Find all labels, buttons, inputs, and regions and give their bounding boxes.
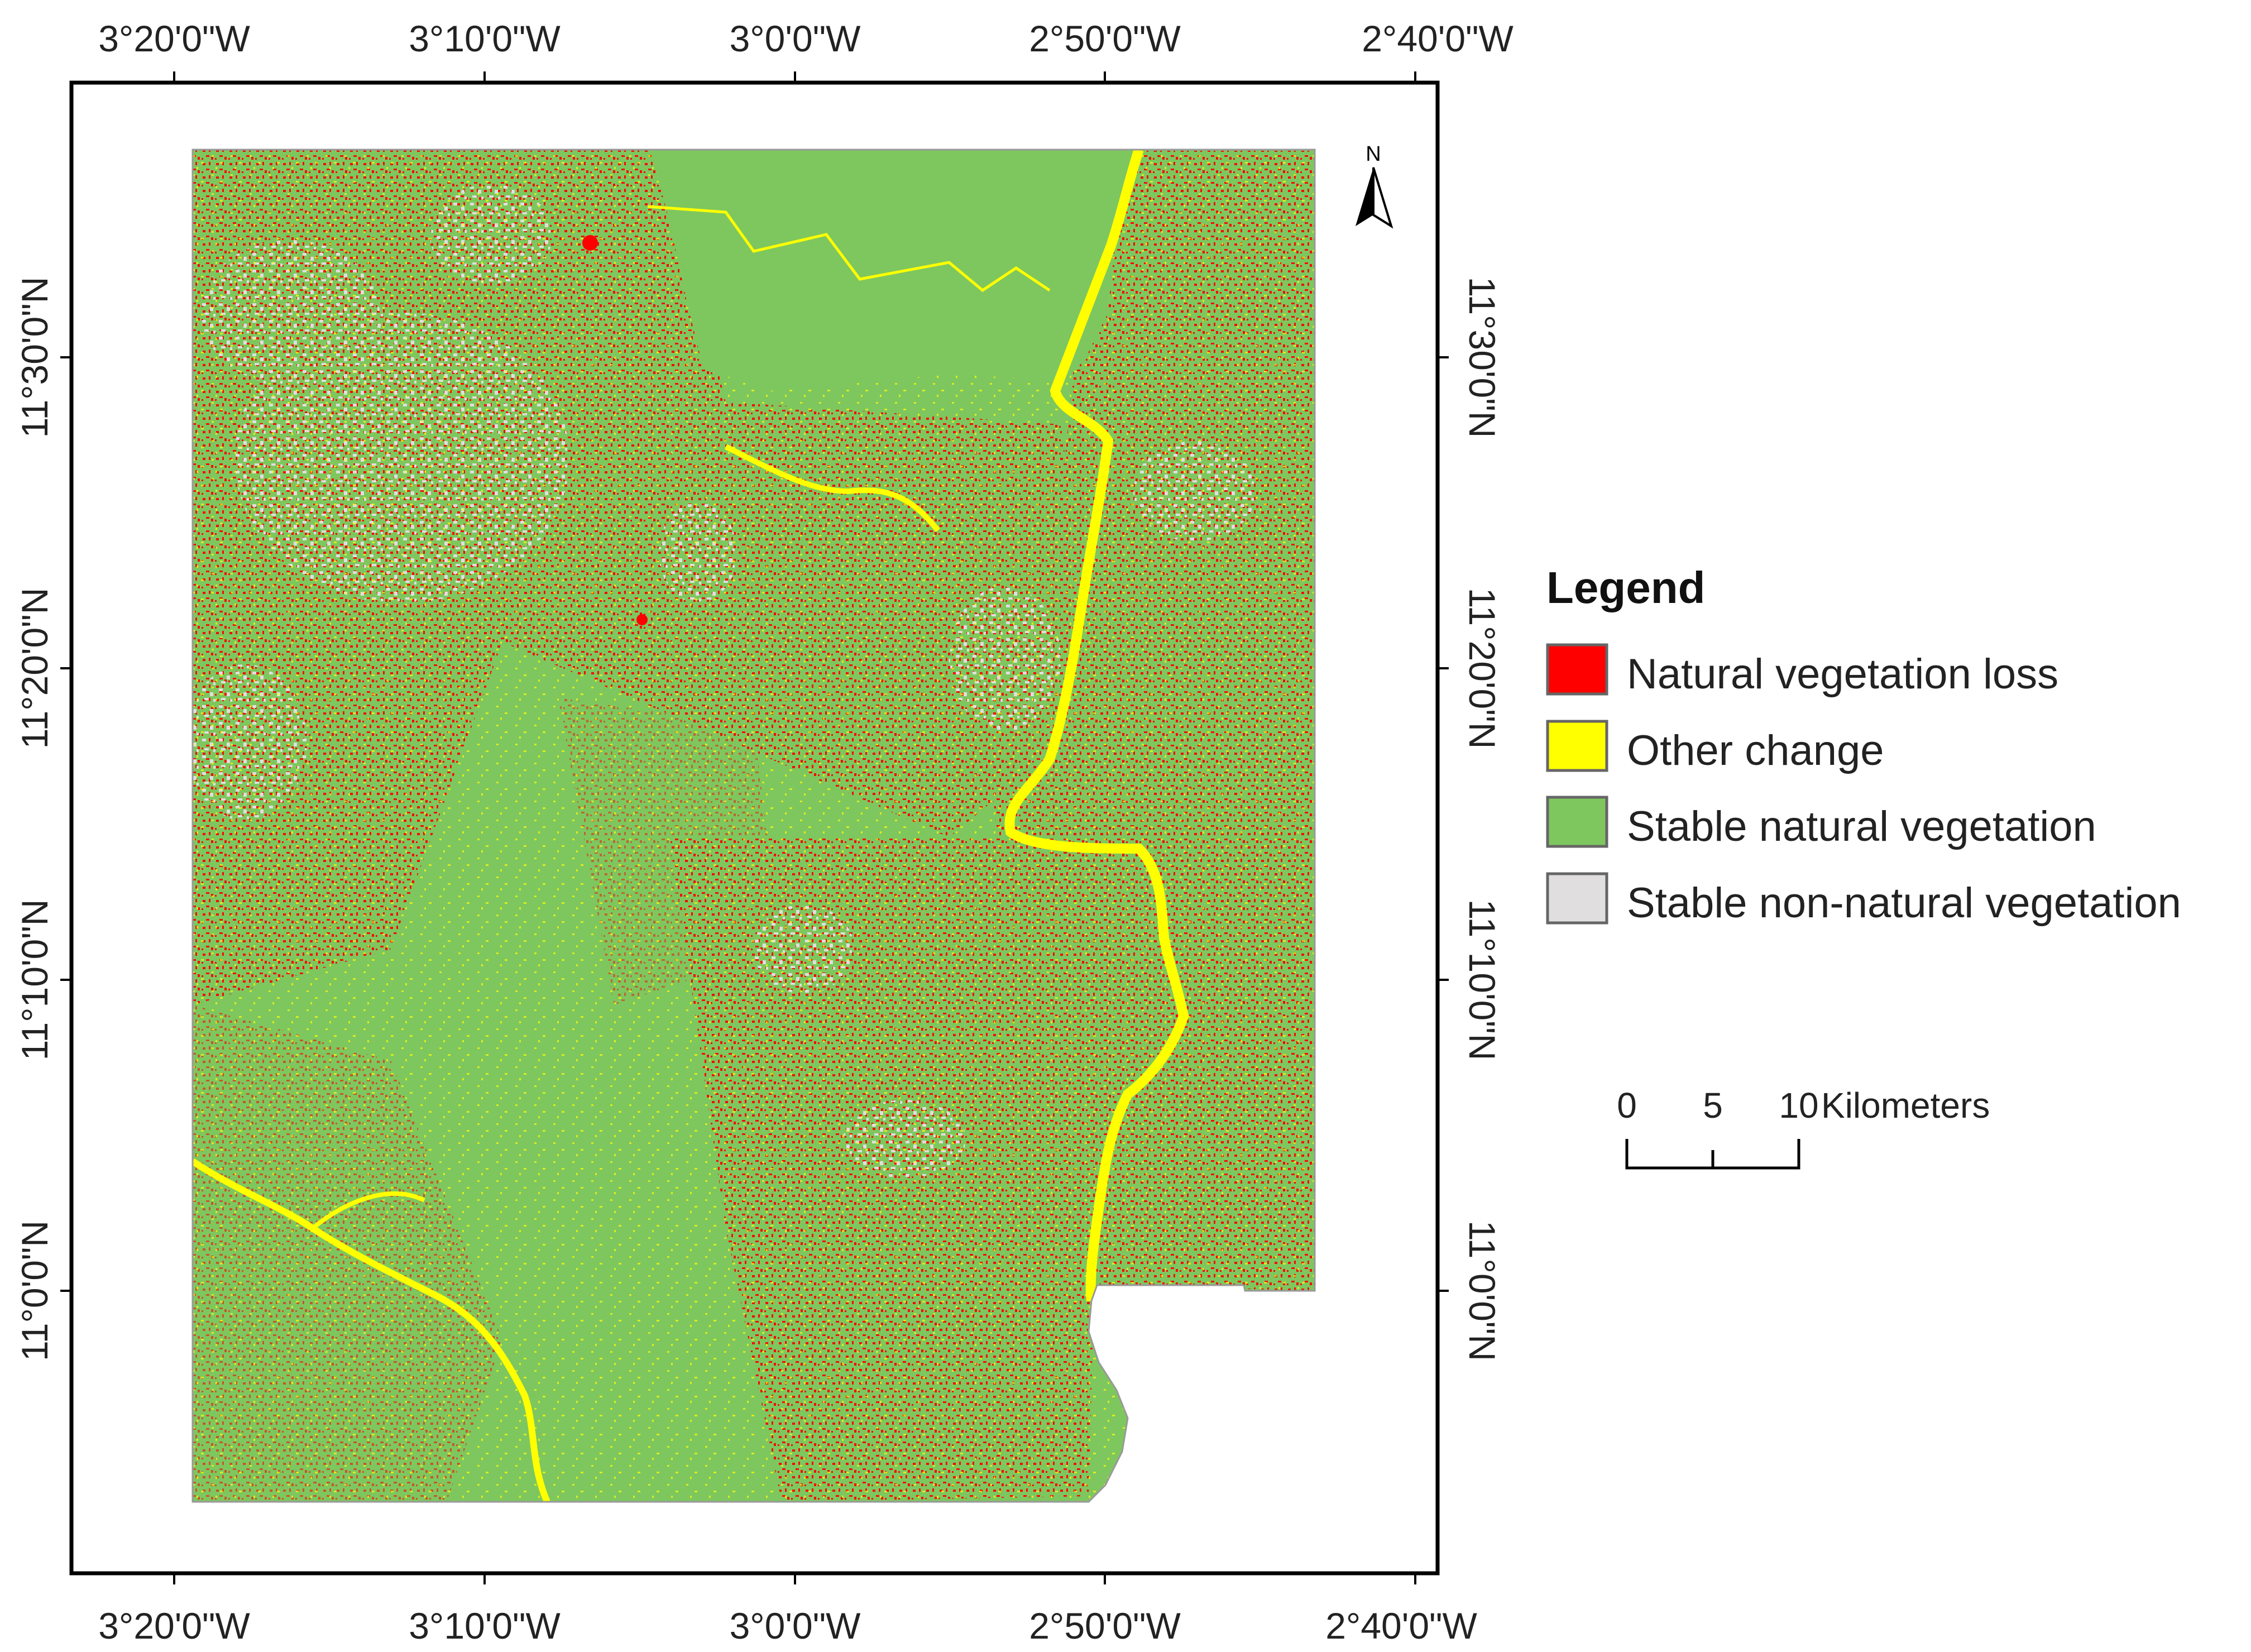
lon-label-bottom-1: 3°20'0"W [98,1605,250,1646]
legend-label-vegetation-loss: Natural vegetation loss [1627,650,2058,698]
lat-label-right-4: 11°0'0"N [1462,1220,1503,1361]
lat-label-left-3: 11°10'0"N [14,899,55,1061]
lon-label-top-1: 3°20'0"W [98,18,250,59]
lat-label-right-1: 11°30'0"N [1462,277,1503,438]
legend-label-other-change: Other change [1627,727,1884,774]
lon-label-bottom-4: 2°50'0"W [1029,1605,1181,1646]
map-frame [69,80,1440,1576]
north-arrow-icon: N [1356,142,1393,229]
scale-tick-0: 0 [1617,1085,1637,1126]
lat-label-left-2: 11°20'0"N [14,588,55,749]
lon-label-top-3: 3°0'0"W [730,18,861,59]
legend-label-stable-non-natural: Stable non-natural vegetation [1627,879,2181,927]
legend-swatch-other-change [1546,720,1608,772]
scale-tick-5: 5 [1703,1085,1723,1126]
lon-label-top-4: 2°50'0"W [1029,18,1181,59]
legend-swatch-stable-natural [1546,796,1608,848]
legend-swatch-vegetation-loss [1546,643,1608,696]
lat-label-right-3: 11°10'0"N [1462,899,1503,1061]
scale-bar: 0 5 10 Kilometers [1617,1085,1990,1170]
graticule-ticks [60,71,1449,1584]
scale-unit: Kilometers [1821,1085,1990,1126]
lon-label-bottom-2: 3°10'0"W [409,1605,561,1646]
lat-label-left-1: 11°30'0"N [14,277,55,438]
legend-label-stable-natural: Stable natural vegetation [1627,803,2096,850]
scale-tick-10: 10 [1779,1085,1818,1126]
lon-label-bottom-3: 3°0'0"W [730,1605,861,1646]
land-cover-raster [193,150,1315,1502]
lat-label-left-4: 11°0'0"N [14,1220,55,1361]
lon-label-top-2: 3°10'0"W [409,18,561,59]
legend: Legend Natural vegetation loss Other cha… [1546,563,2181,927]
lat-label-right-2: 11°20'0"N [1462,588,1503,749]
legend-swatch-stable-non-natural [1546,872,1608,925]
north-arrow-label: N [1366,142,1381,166]
lon-label-top-5: 2°40'0"W [1362,18,1514,59]
lon-label-bottom-5: 2°40'0"W [1325,1605,1477,1646]
study-area-outline [191,149,1316,1503]
legend-title: Legend [1546,563,1705,612]
